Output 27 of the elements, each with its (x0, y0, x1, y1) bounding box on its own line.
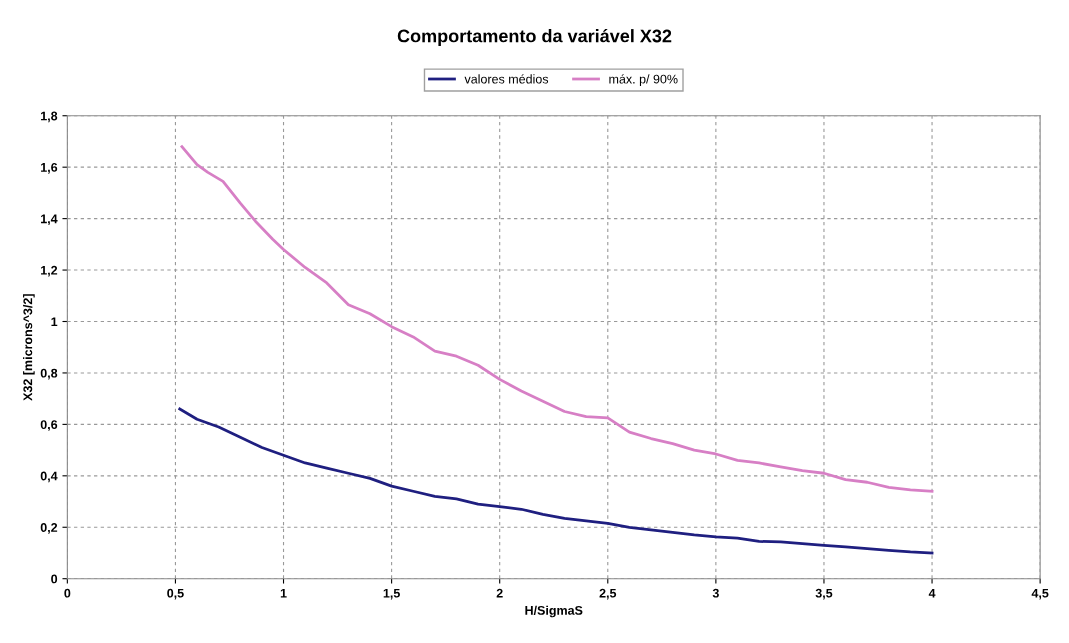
x-tick-label: 4,5 (1031, 588, 1049, 600)
y-tick-label: 1,2 (41, 265, 58, 277)
legend-label: valores médios (464, 74, 549, 84)
y-axis-title: X32 [microns^3/2] (23, 294, 35, 401)
chart-title: Comportamento da variável X32 (397, 28, 672, 46)
y-tick-label: 1,6 (41, 162, 58, 174)
x-tick-label: 0 (64, 588, 71, 598)
x-tick-label: 1 (280, 588, 287, 598)
x-tick-label: 3 (712, 588, 719, 598)
y-tick-label: 0,4 (40, 471, 58, 483)
y-tick-label: 0 (51, 574, 58, 584)
y-tick-label: 1 (51, 317, 58, 327)
x-tick-label: 4 (928, 588, 936, 598)
line-series (178, 407, 934, 555)
x-axis-title: H/SigmaS (525, 605, 583, 618)
y-tick-label: 1,4 (41, 214, 58, 226)
y-tick-label: 0,8 (40, 368, 58, 380)
x-tick-label: 0,5 (167, 588, 184, 600)
y-tick-label: 0,6 (40, 420, 58, 431)
x-tick-label: 1,5 (383, 588, 400, 600)
y-tick-label: 0,2 (40, 523, 58, 534)
x-tick-label: 2,5 (599, 588, 617, 600)
y-tick-label: 1,8 (41, 111, 58, 123)
legend-label: máx. p/ 90% (609, 74, 678, 86)
x-tick-label: 2 (496, 588, 503, 598)
line-series (180, 145, 934, 493)
x-tick-label: 3,5 (815, 588, 833, 600)
